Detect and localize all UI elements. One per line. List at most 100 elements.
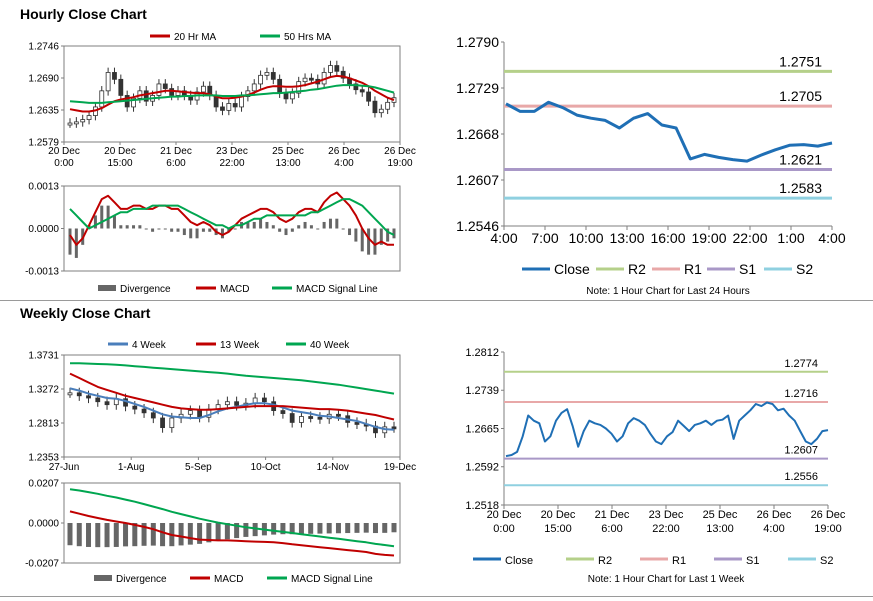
hourly_price-candle-body [359,89,365,93]
hourly_macd-divergence-bar [354,228,358,242]
hourly_macd-divergence-bar [151,228,155,232]
hourly_price-ytick-label: 1.2579 [28,138,59,149]
hourly_line-xtick-label: 4:00 [818,230,845,246]
hourly_price-candle-body [258,74,263,85]
hourly_macd-divergence-bar [138,225,142,229]
hourly_price-candle-body [162,83,168,89]
hourly_price-candle-body [118,78,124,96]
hourly_line-ytick-label: 1.2729 [456,80,499,96]
weekly_line-xtick-label: 22:00 [652,523,680,535]
weekly_macd-divergence-bar [86,523,92,547]
hourly_price-candle-body [302,77,308,83]
hourly_price-xtick-label: 13:00 [275,158,300,169]
hourly_price-candle-body [99,90,105,108]
hourly_macd-divergence-bar [328,218,332,229]
weekly_macd-legend-swatch [94,575,112,581]
weekly_price-candle-body [67,392,73,396]
weekly_line-xtick-label: 15:00 [544,523,572,535]
hourly_price-candle-body [80,119,86,123]
weekly_macd-ytick-label: -0.0207 [25,559,59,570]
hourly_price-xtick-label: 19:00 [387,158,412,169]
hourly_price-xtick-label: 20 Dec [48,146,80,157]
weekly_line-close-line [505,401,829,458]
weekly_price-ytick-label: 1.2353 [28,453,59,464]
weekly_price-legend-label: 4 Week [132,340,167,351]
hourly_price-xtick-label: 6:00 [166,158,186,169]
hourly_line-legend-label: S2 [796,261,813,277]
hourly_macd-divergence-bar [144,228,148,230]
weekly_line-xtick-label: 26 Dec [757,509,792,521]
weekly_price-ytick-label: 1.2813 [28,419,59,430]
hourly_macd-legend-label: MACD [220,284,249,295]
hourly_macd-divergence-bar [157,228,161,230]
weekly_macd-divergence-bar [141,523,147,546]
hourly_price-candle-body [143,90,149,102]
hourly_macd-ytick-label: 0.0013 [28,182,59,193]
hourly_macd-divergence-bar [68,228,72,255]
hourly_macd-divergence-bar [386,228,390,242]
hourly_price-candle-body [220,106,225,111]
hourly_price-xtick-label: 4:00 [334,158,354,169]
weekly_macd-signal-line [69,488,395,548]
hourly_price-xtick-label: 26 Dec [328,146,360,157]
hourly-section-title: Hourly Close Chart [20,6,147,22]
hourly_price-candle-body [264,72,270,76]
hourly_line-level-s2-label: 1.2583 [779,180,822,196]
weekly_line-xtick-label: 6:00 [601,523,622,535]
hourly_line-level-r1-label: 1.2705 [779,88,822,104]
hourly_price-candle-body [340,70,346,79]
weekly_line-xtick-label: 23 Dec [649,509,684,521]
weekly_price-ytick-label: 1.3731 [28,351,59,362]
hourly_line-legend-label: R2 [628,261,646,277]
weekly_line-ytick-label: 1.2812 [465,347,499,359]
weekly_line-ytick-label: 1.2665 [465,423,499,435]
hourly_line-legend-label: Close [554,261,590,277]
hourly_price-candle-body [201,85,206,93]
hourly_price-candle-body [131,97,136,108]
weekly_macd-divergence-bar [187,523,193,545]
hourly_macd-divergence-bar [278,228,282,232]
hourly_macd-divergence-bar [233,228,237,230]
hourly_macd-divergence-bar [259,218,263,229]
hourly_macd-divergence-bar [176,228,180,232]
hourly_price-candle-body [353,83,359,91]
weekly_macd-divergence-bar [95,523,101,548]
weekly_price-legend-label: 13 Week [220,340,260,351]
weekly_line-xtick-label: 19:00 [814,523,842,535]
weekly_line-xtick-label: 4:00 [763,523,784,535]
hourly_price-candle-body [67,122,73,126]
weekly_price-ytick-label: 1.3272 [28,385,59,396]
hourly_macd-divergence-bar [93,215,97,229]
hourly_macd-divergence-bar [341,228,345,230]
weekly_macd-divergence-bar [354,523,360,533]
weekly_macd-divergence-bar [150,523,156,546]
weekly_macd-divergence-bar [123,523,129,547]
hourly_macd-divergence-bar [360,228,364,252]
hourly_price-xtick-label: 26 Dec [384,146,416,157]
weekly_line-xtick-label: 26 Dec [811,509,846,521]
weekly_line-level-s1-label: 1.2607 [784,445,818,457]
weekly_price-candle-body [95,397,101,403]
weekly_price-plot-frame [63,354,401,458]
hourly_line-note: Note: 1 Hour Chart for Last 24 Hours [586,286,749,297]
weekly_price-candle-body [234,401,240,406]
weekly_macd-divergence-bar [215,523,221,541]
hourly_macd-divergence-bar [246,221,250,229]
weekly_line-level-s2-label: 1.2556 [784,471,818,483]
hourly_line-ytick-label: 1.2790 [456,34,499,50]
hourly_price-candle-body [112,72,117,80]
hourly_line-xtick-label: 10:00 [568,230,603,246]
weekly_line-xtick-label: 0:00 [493,523,514,535]
weekly_macd-divergence-bar [335,523,341,534]
hourly_line-xtick-label: 7:00 [531,230,558,246]
weekly_price-xtick-label: 14-Nov [317,462,349,473]
weekly_macd-divergence-bar [298,523,304,535]
hourly_line-level-r2-label: 1.2751 [779,53,822,69]
hourly_macd-divergence-bar [335,218,339,229]
hourly_price-candle-body [270,72,276,80]
weekly_macd-divergence-bar [234,523,240,539]
weekly_macd-divergence-bar [243,523,249,537]
section-divider [0,300,873,301]
hourly_price-ma50-line [69,84,395,104]
